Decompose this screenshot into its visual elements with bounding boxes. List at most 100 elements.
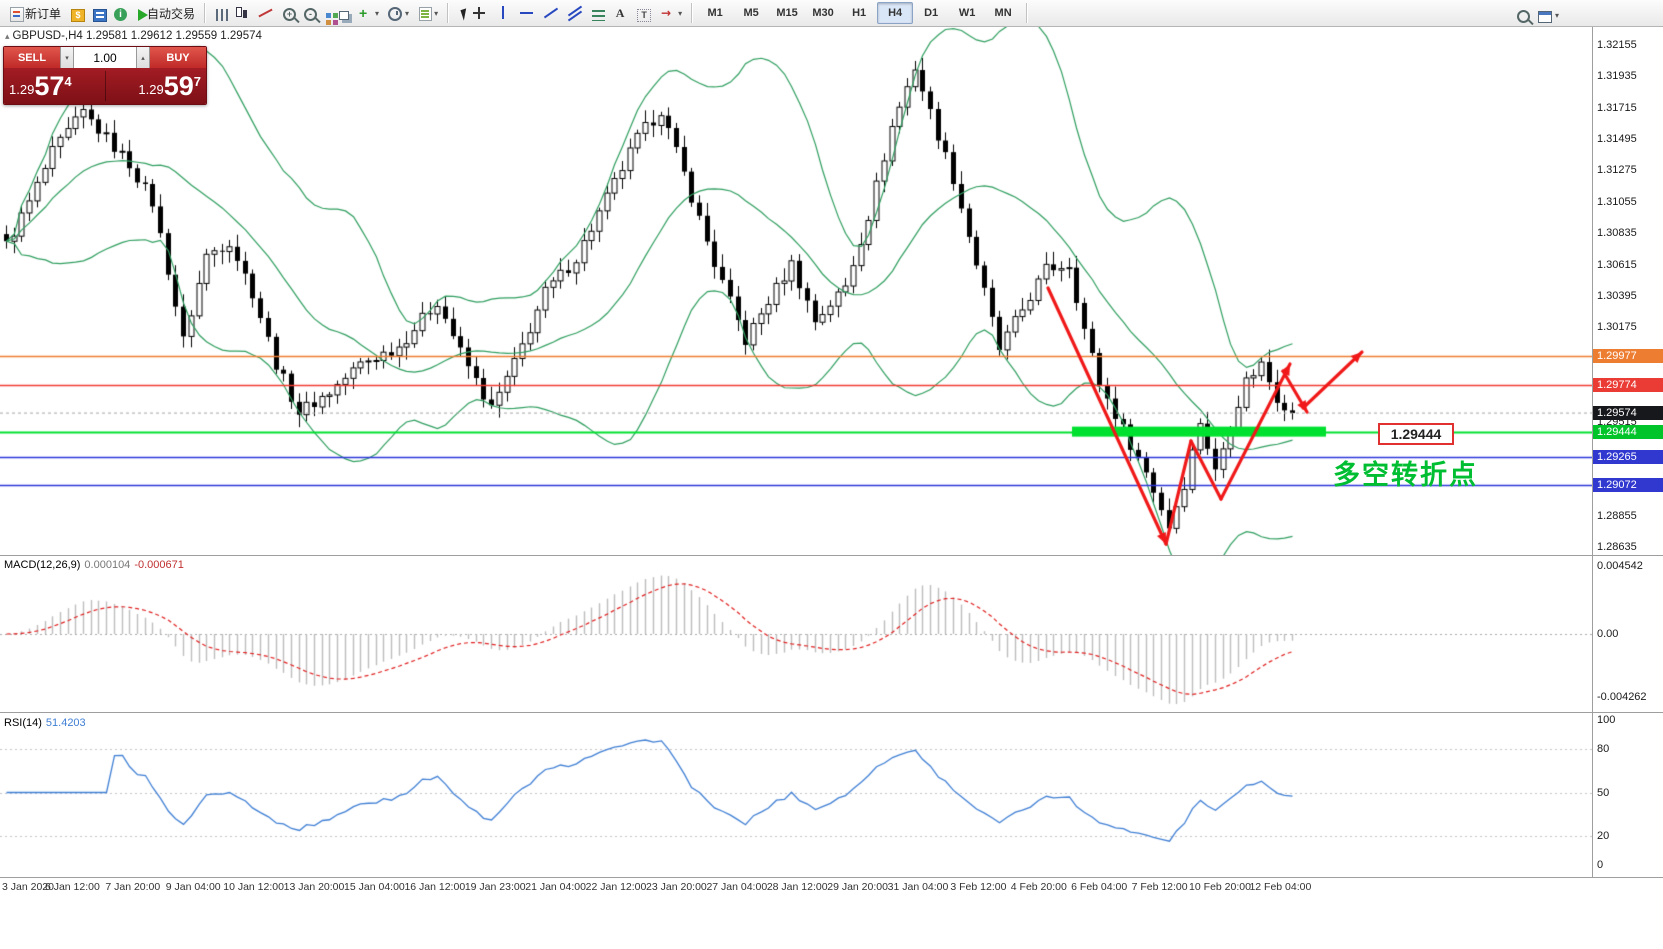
play-icon bbox=[138, 9, 149, 21]
buy-button[interactable]: BUY bbox=[150, 47, 206, 68]
time-axis-label: 3 Feb 12:00 bbox=[950, 881, 1007, 893]
line-chart-button[interactable] bbox=[254, 0, 278, 26]
rsi-indicator-label: RSI(14) 51.4203 bbox=[4, 717, 86, 729]
candles-icon bbox=[234, 5, 250, 21]
time-axis-label: 7 Jan 20:00 bbox=[105, 881, 161, 893]
data-window-button[interactable] bbox=[87, 0, 109, 26]
tile-windows-button[interactable] bbox=[320, 0, 333, 26]
tf-button-M1[interactable]: M1 bbox=[707, 7, 723, 19]
vline-icon bbox=[495, 5, 511, 21]
trade-panel-prices: 1.29 57 4 1.29 59 7 bbox=[4, 68, 206, 104]
new-order-button[interactable]: 新订单 bbox=[4, 0, 65, 26]
texta-icon bbox=[612, 5, 628, 21]
tf-button-H4[interactable]: H4 bbox=[877, 2, 914, 24]
chartwin-icon bbox=[1537, 11, 1552, 23]
volume-increase-button[interactable]: ▴ bbox=[136, 47, 150, 68]
text-label-button[interactable] bbox=[632, 0, 654, 26]
fibo-icon bbox=[592, 9, 606, 21]
horizontal-line-button[interactable] bbox=[515, 0, 539, 26]
crosshair-button[interactable] bbox=[467, 0, 491, 26]
rsi-axis-label: 80 bbox=[1597, 743, 1610, 755]
rsi-panel-separator[interactable] bbox=[0, 712, 1663, 713]
tf-button-W1[interactable]: W1 bbox=[958, 7, 976, 19]
tf-button-M30[interactable]: M30 bbox=[812, 7, 834, 19]
symbol-search-button[interactable] bbox=[1512, 2, 1533, 28]
vertical-line-button[interactable] bbox=[491, 0, 515, 26]
new-order-button-label: 新订单 bbox=[25, 6, 62, 21]
sell-price[interactable]: 1.29 57 4 bbox=[4, 68, 105, 104]
candle-chart-button[interactable] bbox=[230, 0, 254, 26]
macd-panel-separator[interactable] bbox=[0, 555, 1663, 556]
arrows-button[interactable]: ▾ bbox=[654, 0, 686, 26]
zoom-in-button[interactable] bbox=[278, 0, 299, 26]
cascade-windows-button[interactable] bbox=[333, 0, 351, 26]
tf-button-D1[interactable]: D1 bbox=[924, 7, 939, 19]
price-level-textbox[interactable]: 1.29444 bbox=[1378, 423, 1454, 445]
rsi-panel-canvas[interactable] bbox=[0, 713, 1592, 877]
navigator-button[interactable] bbox=[109, 0, 130, 26]
tile-icon bbox=[326, 12, 332, 18]
time-axis-label: 29 Jan 20:00 bbox=[827, 881, 888, 893]
sell-price-base: 1.29 bbox=[9, 81, 35, 97]
trendline-button[interactable] bbox=[539, 0, 563, 26]
arrowg-icon bbox=[658, 5, 674, 21]
price-axis-label: 1.32155 bbox=[1597, 38, 1637, 51]
fibonacci-button[interactable] bbox=[587, 0, 608, 26]
sell-price-pips: 57 bbox=[34, 71, 65, 101]
tf-button-MN[interactable]: MN bbox=[994, 7, 1012, 19]
price-axis-label: 1.31275 bbox=[1597, 164, 1637, 177]
hline-icon bbox=[519, 5, 535, 21]
tf-button-M5[interactable]: M5 bbox=[743, 7, 759, 19]
time-axis-label: 15 Jan 04:00 bbox=[344, 881, 405, 893]
zoomin-icon bbox=[283, 7, 297, 21]
bar-chart-button[interactable] bbox=[210, 0, 230, 26]
time-axis-label: 3 Jan 2020 bbox=[2, 881, 54, 893]
search-icon bbox=[1516, 9, 1530, 23]
toolbar-right-group: ▾ bbox=[1512, 2, 1563, 28]
toolbar-separator bbox=[204, 3, 206, 23]
tf-button-M15[interactable]: M15 bbox=[776, 7, 798, 19]
main-chart-canvas[interactable] bbox=[0, 27, 1592, 555]
sell-button[interactable]: SELL bbox=[4, 47, 60, 68]
volume-input[interactable] bbox=[74, 47, 136, 68]
time-axis-label: 4 Feb 20:00 bbox=[1010, 881, 1067, 893]
toolbar-separator bbox=[691, 3, 693, 23]
time-axis-label: 9 Jan 04:00 bbox=[165, 881, 221, 893]
time-axis-label: 31 Jan 04:00 bbox=[887, 881, 949, 893]
macd-panel-canvas[interactable] bbox=[0, 556, 1592, 712]
pivot-annotation-text[interactable]: 多空转折点 bbox=[1333, 460, 1478, 490]
new-chart-button[interactable]: ▾ bbox=[1533, 2, 1563, 28]
chevron-down-icon: ▾ bbox=[1554, 10, 1559, 20]
macd-value: 0.000104 bbox=[84, 559, 131, 571]
time-axis-label: 27 Jan 04:00 bbox=[706, 881, 768, 893]
price-axis-label: 1.31715 bbox=[1597, 101, 1637, 114]
equidistant-channel-button[interactable] bbox=[563, 0, 587, 26]
tf-button-H1[interactable]: H1 bbox=[852, 7, 867, 19]
volume-decrease-button[interactable]: ▾ bbox=[60, 47, 74, 68]
time-axis-label: 10 Feb 20:00 bbox=[1189, 881, 1251, 893]
nav-icon bbox=[114, 7, 128, 21]
text-button[interactable] bbox=[608, 0, 632, 26]
trade-panel-divider bbox=[105, 71, 106, 101]
trend-icon bbox=[543, 5, 559, 21]
templates-button[interactable]: ▾ bbox=[413, 0, 442, 26]
indicators-button[interactable]: ▾ bbox=[351, 0, 383, 26]
time-axis-label: 12 Feb 04:00 bbox=[1249, 881, 1312, 893]
panel-toggle-icon[interactable]: ▴ bbox=[5, 31, 10, 41]
time-axis-label: 19 Jan 23:00 bbox=[464, 881, 526, 893]
chevron-down-icon: ▾ bbox=[375, 8, 380, 18]
autotrading-button-label: 自动交易 bbox=[147, 6, 196, 21]
periods-button[interactable]: ▾ bbox=[383, 0, 413, 26]
macd-axis-label: -0.004262 bbox=[1597, 691, 1647, 704]
bars-icon bbox=[216, 9, 229, 21]
buy-price[interactable]: 1.29 59 7 bbox=[105, 68, 206, 104]
zoom-out-button[interactable] bbox=[299, 0, 320, 26]
time-axis-label: 22 Jan 12:00 bbox=[585, 881, 647, 893]
indplus-icon bbox=[355, 5, 371, 21]
cursor-button[interactable] bbox=[453, 0, 470, 26]
autotrading-button[interactable]: 自动交易 bbox=[130, 0, 199, 26]
market-watch-button[interactable] bbox=[65, 0, 87, 26]
toolbar-separator bbox=[447, 3, 449, 23]
trade-panel-controls: SELL ▾ ▴ BUY bbox=[4, 47, 206, 68]
cascade-icon bbox=[339, 10, 350, 20]
